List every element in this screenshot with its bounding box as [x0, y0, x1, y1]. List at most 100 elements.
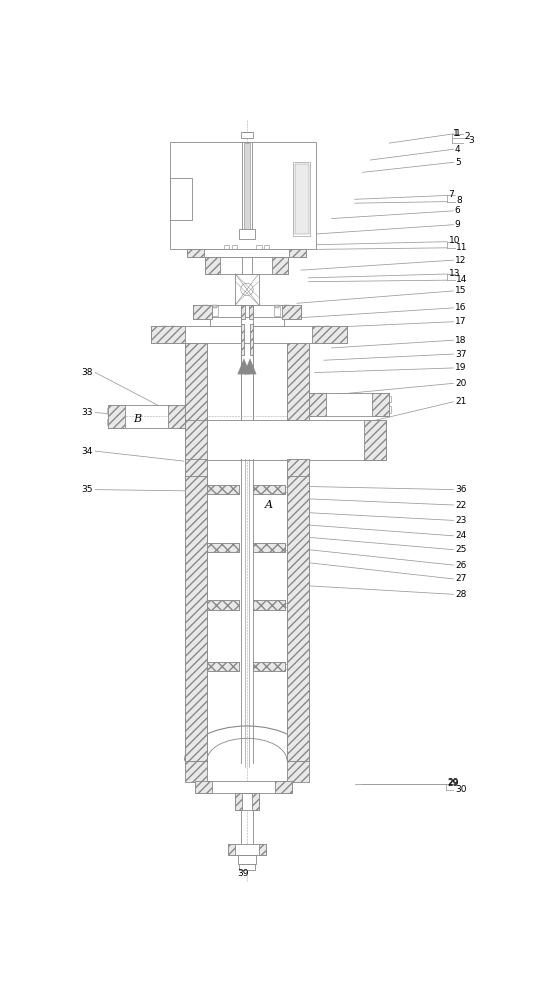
- Text: 24: 24: [455, 531, 466, 540]
- Bar: [253, 793, 259, 810]
- Bar: [307, 406, 311, 413]
- Text: 8: 8: [456, 196, 462, 205]
- Bar: [184, 408, 187, 414]
- Bar: [309, 393, 390, 416]
- Bar: [207, 543, 239, 552]
- Bar: [286, 487, 289, 492]
- Bar: [259, 844, 266, 855]
- Bar: [242, 257, 253, 301]
- Bar: [196, 781, 292, 793]
- Bar: [289, 488, 294, 491]
- Text: 25: 25: [455, 545, 466, 554]
- Bar: [264, 245, 269, 252]
- Text: 29: 29: [447, 778, 459, 787]
- Bar: [325, 326, 329, 330]
- Bar: [239, 229, 255, 239]
- Bar: [241, 305, 253, 319]
- Text: 34: 34: [82, 447, 93, 456]
- Bar: [364, 420, 386, 460]
- Bar: [287, 343, 309, 420]
- Text: 28: 28: [455, 590, 466, 599]
- Text: 15: 15: [455, 286, 466, 295]
- Bar: [210, 317, 284, 326]
- Bar: [203, 305, 208, 308]
- Bar: [256, 245, 261, 252]
- Bar: [170, 178, 192, 220]
- Text: 10: 10: [449, 236, 460, 245]
- Text: 23: 23: [455, 516, 466, 525]
- Bar: [289, 249, 306, 257]
- Bar: [151, 326, 185, 343]
- Bar: [284, 305, 289, 308]
- Bar: [253, 600, 286, 610]
- Bar: [170, 142, 316, 249]
- Bar: [109, 405, 185, 428]
- Bar: [187, 249, 204, 257]
- Bar: [185, 761, 207, 782]
- Bar: [196, 546, 202, 549]
- Bar: [184, 419, 187, 425]
- Bar: [238, 855, 256, 864]
- Bar: [250, 324, 253, 355]
- Text: 4: 4: [455, 145, 460, 154]
- Text: 27: 27: [455, 574, 466, 583]
- Bar: [295, 164, 309, 234]
- Text: 30: 30: [455, 785, 466, 794]
- Bar: [228, 844, 236, 855]
- Text: 13: 13: [449, 269, 460, 278]
- Bar: [241, 324, 244, 355]
- Bar: [207, 600, 239, 610]
- Bar: [196, 781, 212, 793]
- Text: 38: 38: [82, 368, 93, 377]
- Text: 35: 35: [82, 485, 93, 494]
- Text: 1: 1: [455, 129, 461, 138]
- Bar: [207, 600, 239, 610]
- Bar: [253, 485, 286, 494]
- Bar: [204, 257, 220, 274]
- Text: B: B: [134, 414, 142, 424]
- Bar: [187, 249, 306, 257]
- Bar: [287, 343, 309, 420]
- Bar: [207, 543, 239, 552]
- Bar: [185, 420, 207, 460]
- Text: 26: 26: [455, 561, 466, 570]
- Bar: [196, 604, 202, 607]
- Text: 36: 36: [455, 485, 466, 494]
- Text: A: A: [265, 500, 272, 510]
- Bar: [212, 306, 218, 316]
- Bar: [287, 459, 309, 476]
- Text: 39: 39: [237, 869, 249, 878]
- Bar: [287, 459, 309, 476]
- Text: 29: 29: [447, 779, 459, 788]
- Bar: [282, 305, 301, 319]
- Text: 18: 18: [455, 336, 466, 345]
- Bar: [207, 662, 239, 671]
- Bar: [107, 408, 111, 414]
- Text: 9: 9: [455, 220, 461, 229]
- Bar: [275, 305, 279, 308]
- Bar: [185, 459, 207, 476]
- Bar: [224, 245, 229, 252]
- Text: 11: 11: [456, 243, 468, 252]
- Text: 21: 21: [455, 397, 466, 406]
- Text: 16: 16: [455, 303, 466, 312]
- Bar: [196, 665, 202, 668]
- Bar: [387, 396, 391, 402]
- Bar: [185, 343, 207, 436]
- Bar: [286, 603, 289, 607]
- Bar: [387, 406, 391, 413]
- Polygon shape: [238, 359, 250, 374]
- Bar: [171, 326, 175, 330]
- Text: 14: 14: [456, 275, 468, 284]
- Bar: [253, 600, 286, 610]
- Bar: [287, 476, 309, 761]
- Bar: [162, 326, 166, 330]
- Bar: [161, 328, 167, 340]
- Bar: [202, 664, 207, 670]
- Bar: [242, 142, 253, 234]
- Bar: [244, 143, 250, 232]
- Text: 37: 37: [455, 350, 466, 359]
- Bar: [289, 665, 294, 668]
- Bar: [212, 305, 217, 308]
- Bar: [151, 326, 347, 343]
